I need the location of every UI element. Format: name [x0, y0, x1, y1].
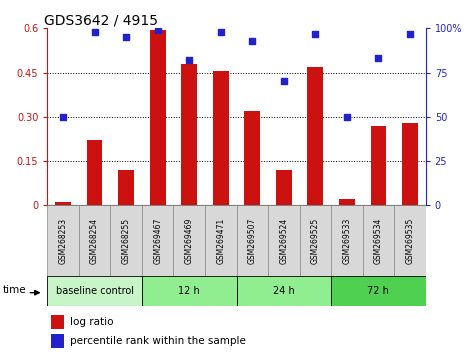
Point — [154, 27, 161, 33]
Bar — [213, 71, 228, 205]
Bar — [51, 335, 64, 348]
FancyBboxPatch shape — [142, 205, 174, 276]
Text: GSM268255: GSM268255 — [122, 218, 131, 264]
Text: percentile rank within the sample: percentile rank within the sample — [70, 336, 246, 346]
FancyBboxPatch shape — [299, 205, 331, 276]
Point — [375, 56, 382, 61]
FancyBboxPatch shape — [142, 276, 236, 306]
Text: GDS3642 / 4915: GDS3642 / 4915 — [44, 13, 158, 27]
Text: GSM269471: GSM269471 — [216, 218, 225, 264]
Point — [123, 34, 130, 40]
Bar — [87, 141, 103, 205]
Point — [185, 57, 193, 63]
Text: GSM269535: GSM269535 — [405, 217, 414, 264]
Bar — [55, 202, 71, 205]
Text: GSM269507: GSM269507 — [248, 217, 257, 264]
FancyBboxPatch shape — [110, 205, 142, 276]
Bar — [150, 30, 166, 205]
FancyBboxPatch shape — [174, 205, 205, 276]
Point — [312, 31, 319, 36]
Point — [217, 29, 225, 35]
Bar — [339, 199, 355, 205]
Text: GSM269524: GSM269524 — [279, 218, 289, 264]
FancyBboxPatch shape — [394, 205, 426, 276]
FancyBboxPatch shape — [205, 205, 236, 276]
Bar — [276, 170, 292, 205]
Point — [91, 29, 98, 35]
Bar — [181, 64, 197, 205]
FancyBboxPatch shape — [236, 276, 331, 306]
Text: 24 h: 24 h — [273, 286, 295, 296]
Bar — [402, 123, 418, 205]
Bar — [51, 315, 64, 329]
Bar — [118, 170, 134, 205]
FancyBboxPatch shape — [79, 205, 110, 276]
FancyBboxPatch shape — [47, 276, 142, 306]
Text: GSM269533: GSM269533 — [342, 217, 351, 264]
FancyBboxPatch shape — [363, 205, 394, 276]
FancyBboxPatch shape — [331, 276, 426, 306]
Text: GSM269469: GSM269469 — [184, 217, 194, 264]
Point — [406, 31, 414, 36]
Bar — [245, 111, 260, 205]
Bar — [370, 126, 386, 205]
Bar — [307, 67, 323, 205]
FancyBboxPatch shape — [236, 205, 268, 276]
Text: log ratio: log ratio — [70, 317, 114, 327]
Text: baseline control: baseline control — [56, 286, 133, 296]
FancyBboxPatch shape — [331, 205, 363, 276]
Text: GSM269525: GSM269525 — [311, 218, 320, 264]
Text: 12 h: 12 h — [178, 286, 200, 296]
Point — [280, 79, 288, 84]
FancyBboxPatch shape — [47, 205, 79, 276]
Text: GSM269534: GSM269534 — [374, 217, 383, 264]
Text: GSM268253: GSM268253 — [59, 218, 68, 264]
Point — [59, 114, 67, 120]
FancyBboxPatch shape — [268, 205, 299, 276]
Point — [248, 38, 256, 44]
Text: GSM268254: GSM268254 — [90, 218, 99, 264]
Text: GSM269467: GSM269467 — [153, 217, 162, 264]
Point — [343, 114, 350, 120]
Text: time: time — [2, 285, 26, 295]
Text: 72 h: 72 h — [368, 286, 389, 296]
